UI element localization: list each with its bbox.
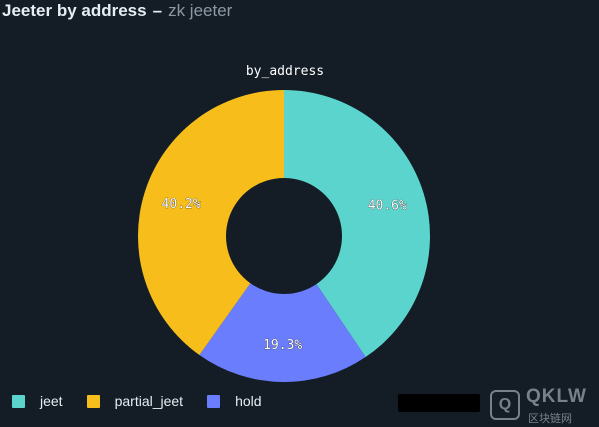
chart-title: by_address xyxy=(245,64,325,79)
legend-item-hold[interactable]: hold xyxy=(207,393,262,409)
slice-label-partial-jeet: 40.2% xyxy=(162,197,201,212)
legend-swatch-hold xyxy=(207,394,221,408)
legend-label-jeet: jeet xyxy=(40,393,63,409)
legend-item-jeet[interactable]: jeet xyxy=(12,393,63,409)
redaction-bar xyxy=(398,394,480,412)
chart-panel-title: Jeeter by address xyxy=(2,1,147,20)
chart-legend: jeet partial_jeet hold xyxy=(12,393,262,409)
legend-item-partial-jeet[interactable]: partial_jeet xyxy=(86,393,184,409)
slice-label-jeet: 40.6% xyxy=(368,198,407,213)
chart-header: Jeeter by address – zk jeeter xyxy=(0,0,232,27)
watermark-text: QKLW xyxy=(526,386,587,407)
chart-panel-subtitle: zk jeeter xyxy=(168,1,233,20)
title-separator: – xyxy=(152,1,163,20)
legend-swatch-jeet xyxy=(12,394,25,408)
watermark-subtext: 区块链网 xyxy=(528,413,572,425)
watermark-badge-icon: Q xyxy=(490,390,520,420)
legend-label-partial-jeet: partial_jeet xyxy=(114,393,184,409)
slice-partial-jeet[interactable] xyxy=(138,90,284,355)
watermark-logo: Q QKLW 区块链网 xyxy=(490,386,595,425)
legend-swatch-partial-jeet xyxy=(86,394,100,408)
slice-label-hold: 19.3% xyxy=(263,338,302,353)
legend-label-hold: hold xyxy=(235,393,262,409)
slice-jeet[interactable] xyxy=(284,90,431,358)
slice-hold[interactable] xyxy=(199,283,366,382)
